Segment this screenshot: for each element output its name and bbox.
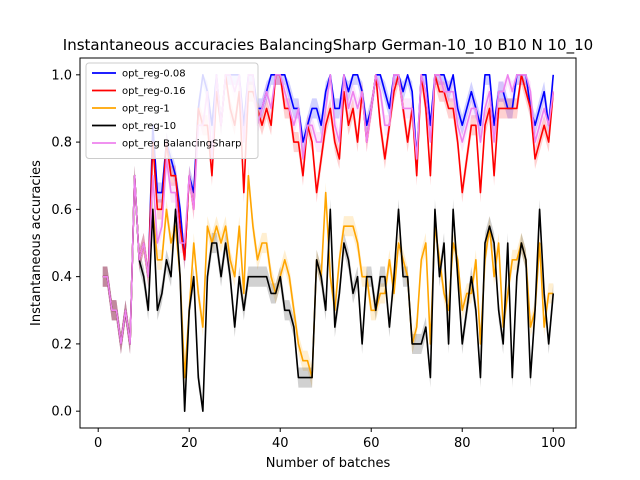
x-axis-title: Number of batches xyxy=(266,456,391,471)
y-tick-label: 0.0 xyxy=(51,405,72,420)
legend-label: opt_reg BalancingSharp xyxy=(122,139,241,150)
x-tick-label: 60 xyxy=(363,436,380,451)
chart-title: Instantaneous accuracies BalancingSharp … xyxy=(63,36,593,55)
x-axis: 0 20 40 60 80 100 xyxy=(94,428,566,451)
x-tick-label: 20 xyxy=(181,436,198,451)
plot-frame xyxy=(79,57,577,429)
legend-label: opt_reg-0.08 xyxy=(122,69,186,80)
series-band-0 xyxy=(102,74,554,354)
y-tick-label: 0.4 xyxy=(51,270,72,285)
series-band-2 xyxy=(102,165,554,388)
y-axis: 0.0 0.2 0.4 0.6 0.8 1.0 xyxy=(51,68,80,420)
legend-label: opt_reg-0.16 xyxy=(122,86,186,97)
plot-area xyxy=(102,74,555,412)
y-tick-label: 0.6 xyxy=(51,203,72,218)
x-tick-label: 0 xyxy=(94,436,102,451)
legend-label: opt_reg-1 xyxy=(122,104,170,115)
x-tick-label: 80 xyxy=(454,436,471,451)
x-tick-label: 100 xyxy=(541,436,566,451)
legend: opt_reg-0.08 opt_reg-0.16 opt_reg-1 opt_reg… xyxy=(85,62,259,159)
series-line-opt-reg-balancingsharp xyxy=(102,74,555,345)
legend-label: opt_reg-10 xyxy=(122,121,176,132)
y-axis-title: Instantaneous accuracies xyxy=(29,160,44,326)
y-tick-label: 1.0 xyxy=(51,68,72,83)
series-line-opt-reg-10 xyxy=(102,174,555,412)
series-band-1 xyxy=(102,74,554,354)
x-tick-label: 40 xyxy=(272,436,289,451)
y-tick-label: 0.8 xyxy=(51,136,72,151)
y-tick-label: 0.2 xyxy=(51,337,72,352)
series-line-opt-reg-0-16 xyxy=(102,74,555,345)
legend-box xyxy=(85,62,259,159)
